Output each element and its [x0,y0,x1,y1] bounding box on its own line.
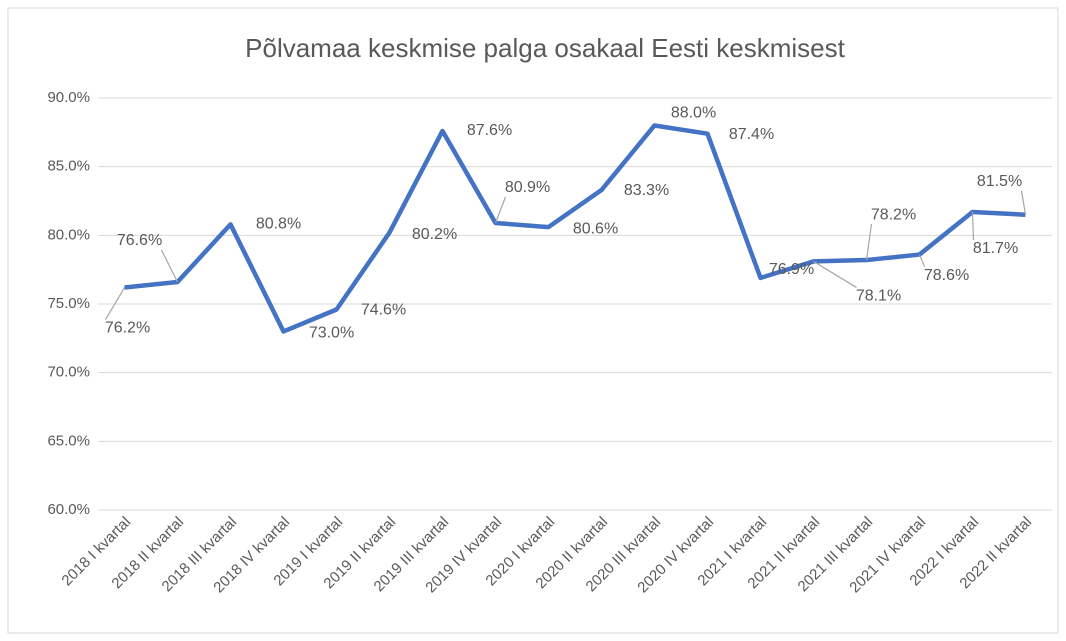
leader-line [104,287,126,320]
leader-line [971,211,975,241]
data-label: 76.6% [117,232,162,249]
data-label: 88.0% [671,105,716,122]
data-label: 78.6% [924,267,969,284]
data-label: 76.9% [769,261,814,278]
data-label: 73.0% [309,325,354,342]
leader-line [865,223,873,261]
chart-border [7,7,1059,634]
data-label: 80.6% [573,220,618,237]
data-label: 83.3% [624,182,669,199]
y-tick-label: 85.0% [47,158,90,175]
data-label: 87.6% [467,122,512,139]
y-tick-label: 75.0% [47,295,90,312]
line-series [124,123,1026,334]
leader-line [918,254,926,267]
leader-line [494,196,507,224]
data-label: 78.2% [871,206,916,223]
data-label: 81.7% [973,240,1018,257]
y-tick-label: 60.0% [47,501,90,518]
chart-title: Põlvamaa keskmise palga osakaal Eesti ke… [245,33,845,63]
y-tick-label: 90.0% [47,89,90,106]
y-tick-label: 80.0% [47,226,90,243]
y-tick-label: 70.0% [47,364,90,381]
data-label: 78.1% [856,288,901,305]
data-label: 81.5% [977,173,1022,190]
data-label: 76.2% [105,320,150,337]
leader-line [1020,190,1027,215]
data-label: 80.9% [505,179,550,196]
data-label: 74.6% [361,302,406,319]
data-label: 80.8% [256,216,301,233]
leader-line [813,260,857,288]
y-tick-label: 65.0% [47,432,90,449]
data-label: 87.4% [729,126,774,143]
leader-line [160,249,179,283]
data-label: 80.2% [412,226,457,243]
